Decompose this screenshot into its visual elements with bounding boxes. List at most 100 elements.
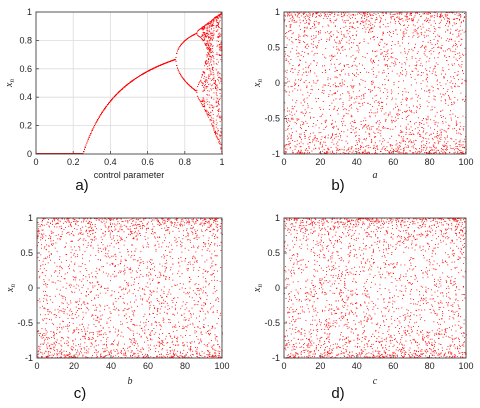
- data-point: [362, 12, 364, 14]
- data-point: [119, 270, 121, 272]
- data-point: [461, 152, 463, 154]
- data-point: [211, 45, 213, 47]
- y-tick-label: -1: [272, 149, 280, 159]
- data-point: [425, 21, 427, 22]
- data-point: [215, 16, 217, 18]
- data-point: [417, 133, 419, 135]
- data-point: [209, 58, 211, 60]
- data-point: [428, 60, 430, 62]
- data-point: [456, 12, 458, 14]
- data-point: [414, 25, 416, 27]
- data-points: [284, 11, 467, 155]
- data-point: [372, 61, 374, 62]
- data-point: [294, 148, 296, 150]
- data-point: [216, 45, 218, 47]
- data-point: [173, 59, 175, 61]
- data-point: [361, 146, 362, 148]
- data-point: [369, 29, 371, 31]
- data-point: [382, 32, 384, 34]
- data-point: [448, 18, 450, 19]
- data-point: [298, 118, 300, 120]
- data-point: [212, 126, 214, 128]
- data-point: [36, 153, 37, 154]
- data-point: [212, 229, 214, 231]
- data-point: [371, 82, 373, 84]
- data-point: [365, 119, 367, 121]
- data-point: [305, 149, 307, 151]
- data-point: [216, 63, 218, 65]
- data-point: [373, 112, 375, 114]
- data-point: [297, 118, 299, 120]
- data-point: [402, 32, 404, 34]
- data-point: [133, 339, 135, 341]
- data-point: [300, 89, 302, 91]
- data-point: [332, 56, 334, 58]
- data-point: [375, 13, 377, 15]
- data-point: [215, 130, 216, 132]
- data-point: [396, 33, 398, 35]
- data-point: [297, 12, 299, 14]
- data-point: [182, 238, 184, 240]
- data-point: [372, 80, 374, 82]
- data-point: [208, 58, 209, 60]
- data-point: [351, 147, 353, 149]
- data-point: [73, 153, 75, 154]
- data-point: [396, 150, 398, 152]
- data-point: [371, 112, 373, 113]
- data-point: [362, 79, 364, 81]
- data-point: [80, 233, 81, 235]
- data-point: [198, 82, 200, 84]
- data-point: [215, 105, 217, 107]
- data-point: [354, 18, 356, 19]
- data-point: [358, 90, 360, 92]
- data-point: [310, 14, 311, 16]
- data-point: [349, 97, 351, 99]
- data-point: [198, 29, 200, 31]
- data-point: [404, 48, 405, 50]
- data-point: [461, 83, 463, 85]
- data-point: [304, 30, 306, 31]
- data-point: [299, 80, 301, 81]
- data-point: [331, 12, 333, 14]
- data-point: [153, 67, 154, 69]
- data-point: [177, 69, 179, 71]
- data-point: [434, 96, 436, 97]
- data-point: [412, 24, 414, 26]
- data-point: [428, 89, 430, 91]
- data-point: [450, 119, 452, 121]
- data-point: [339, 74, 341, 76]
- data-point: [206, 56, 208, 58]
- data-point: [398, 146, 400, 148]
- data-point: [39, 153, 41, 154]
- data-point: [299, 12, 301, 14]
- data-point: [358, 43, 360, 44]
- data-point: [284, 150, 286, 152]
- data-point: [288, 143, 290, 145]
- data-point: [192, 88, 194, 89]
- data-point: [83, 302, 85, 304]
- data-point: [292, 150, 294, 152]
- data-point: [460, 33, 462, 35]
- y-tick-label: 1: [27, 7, 32, 17]
- data-point: [370, 61, 372, 63]
- data-point: [336, 150, 338, 152]
- data-point: [315, 37, 317, 38]
- data-point: [303, 41, 304, 43]
- data-point: [340, 13, 342, 15]
- data-point: [397, 40, 399, 42]
- data-point: [208, 78, 209, 80]
- data-point: [190, 347, 192, 349]
- data-point: [286, 148, 288, 150]
- data-point: [359, 152, 361, 154]
- data-point: [204, 32, 206, 33]
- data-point: [204, 34, 206, 36]
- data-point: [218, 41, 220, 43]
- data-point: [455, 48, 457, 50]
- data-point: [210, 60, 212, 62]
- data-point: [204, 35, 206, 36]
- data-point: [405, 91, 407, 93]
- data-point: [290, 70, 291, 72]
- data-point: [373, 13, 375, 15]
- data-point: [343, 131, 345, 133]
